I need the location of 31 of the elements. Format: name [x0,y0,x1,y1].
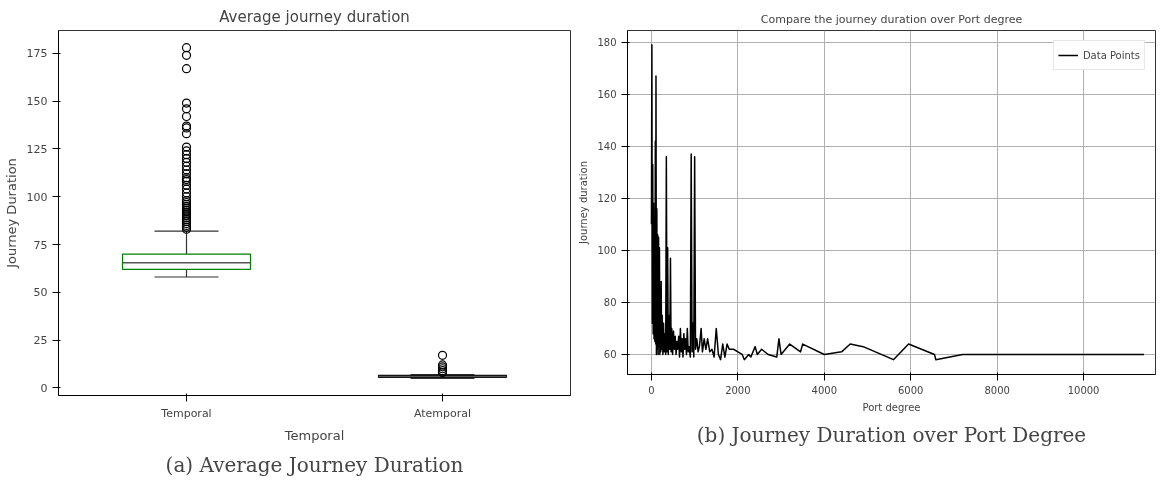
text: (b) Journey Duration over Port Degree [696,422,1087,447]
text: (a) Average Journey Duration [165,452,464,477]
y-tick-label: 75 [33,238,48,252]
y-axis-title: Journey duration [578,160,590,245]
y-tick-label: 100 [26,190,48,204]
y-tick-label: 80 [603,297,617,309]
x-tick-label: 4000 [811,384,838,396]
x-tick-label: 8000 [984,384,1010,396]
y-tick-label: 160 [597,89,617,101]
legend-label: Data Points [1082,49,1140,61]
y-tick-label: 100 [597,245,617,257]
y-tick-label: 180 [597,37,617,49]
y-tick-label: 175 [26,47,48,61]
x-tick-label: 10000 [1067,384,1100,396]
x-axis-title: Port degree [862,401,921,413]
line-series [650,44,1145,361]
x-tick-label: 0 [648,384,655,396]
x-tick-label: 6000 [898,384,924,396]
y-tick-label: 25 [33,334,48,348]
y-tick-label: 50 [33,286,48,300]
y-tick-label: 120 [597,193,617,205]
chart-title: Compare the journey duration over Port degree [760,12,1023,26]
chart-title: Average journey duration [219,7,410,26]
y-axis-title: Journey Duration [3,158,19,269]
x-tick-label: 2000 [725,384,751,396]
x-axis-title: Temporal [283,427,345,443]
y-tick-label: 60 [603,349,617,361]
y-tick-label: 140 [597,141,617,153]
y-tick-label: 125 [26,142,48,156]
y-tick-label: 150 [26,95,48,109]
x-tick-label: Atemporal [413,406,472,420]
